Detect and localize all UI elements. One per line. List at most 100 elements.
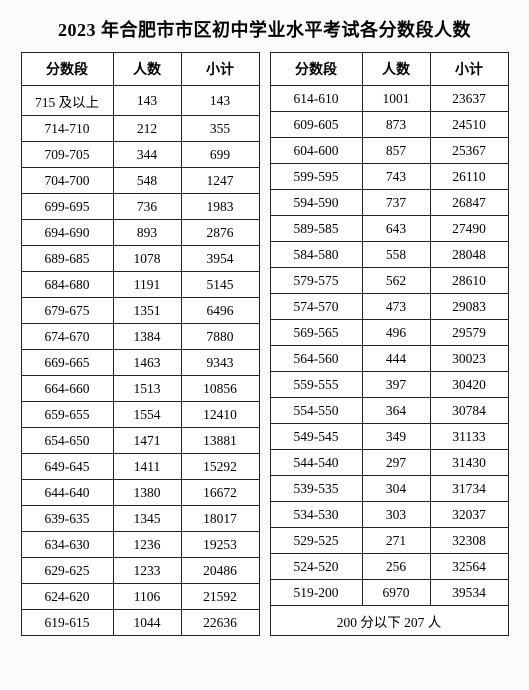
- table-header-row: 分数段 人数 小计: [21, 53, 259, 86]
- cell-subtotal: 26110: [430, 164, 508, 190]
- page: 2023 年合肥市市区初中学业水平考试各分数段人数 分数段 人数 小计 715 …: [0, 0, 529, 690]
- cell-range: 544-540: [270, 450, 362, 476]
- cell-count: 737: [362, 190, 430, 216]
- cell-count: 397: [362, 372, 430, 398]
- cell-subtotal: 32308: [430, 528, 508, 554]
- cell-count: 873: [362, 112, 430, 138]
- cell-range: 564-560: [270, 346, 362, 372]
- cell-subtotal: 27490: [430, 216, 508, 242]
- cell-count: 473: [362, 294, 430, 320]
- cell-range: 689-685: [21, 246, 113, 272]
- header-count: 人数: [362, 53, 430, 86]
- table-row: 559-55539730420: [270, 372, 508, 398]
- cell-range: 594-590: [270, 190, 362, 216]
- table-row: 539-53530431734: [270, 476, 508, 502]
- cell-count: 496: [362, 320, 430, 346]
- cell-range: 704-700: [21, 168, 113, 194]
- cell-range: 524-520: [270, 554, 362, 580]
- table-row: 659-655155412410: [21, 402, 259, 428]
- cell-range: 694-690: [21, 220, 113, 246]
- cell-count: 1345: [113, 506, 181, 532]
- table-row: 715 及以上143143: [21, 86, 259, 116]
- cell-subtotal: 2876: [181, 220, 259, 246]
- cell-range: 714-710: [21, 116, 113, 142]
- table-row: 609-60587324510: [270, 112, 508, 138]
- cell-range: 579-575: [270, 268, 362, 294]
- table-row: 519-200697039534: [270, 580, 508, 606]
- cell-range: 649-645: [21, 454, 113, 480]
- table-row: 634-630123619253: [21, 532, 259, 558]
- score-table-left: 分数段 人数 小计 715 及以上143143714-710212355709-…: [21, 52, 260, 636]
- cell-subtotal: 13881: [181, 428, 259, 454]
- cell-subtotal: 29579: [430, 320, 508, 346]
- cell-count: 1513: [113, 376, 181, 402]
- cell-range: 715 及以上: [21, 86, 113, 116]
- cell-range: 534-530: [270, 502, 362, 528]
- cell-subtotal: 30420: [430, 372, 508, 398]
- header-range: 分数段: [21, 53, 113, 86]
- cell-count: 297: [362, 450, 430, 476]
- cell-range: 639-635: [21, 506, 113, 532]
- cell-range: 614-610: [270, 86, 362, 112]
- cell-subtotal: 15292: [181, 454, 259, 480]
- cell-subtotal: 39534: [430, 580, 508, 606]
- cell-count: 143: [113, 86, 181, 116]
- cell-count: 1106: [113, 584, 181, 610]
- table-row: 649-645141115292: [21, 454, 259, 480]
- table-row: 614-610100123637: [270, 86, 508, 112]
- cell-range: 634-630: [21, 532, 113, 558]
- cell-count: 1384: [113, 324, 181, 350]
- cell-count: 1191: [113, 272, 181, 298]
- cell-count: 743: [362, 164, 430, 190]
- cell-range: 519-200: [270, 580, 362, 606]
- footnote-text: 200 分以下 207 人: [270, 606, 508, 636]
- cell-count: 349: [362, 424, 430, 450]
- cell-count: 1236: [113, 532, 181, 558]
- cell-range: 574-570: [270, 294, 362, 320]
- cell-subtotal: 1983: [181, 194, 259, 220]
- cell-subtotal: 16672: [181, 480, 259, 506]
- table-row: 694-6908932876: [21, 220, 259, 246]
- page-title: 2023 年合肥市市区初中学业水平考试各分数段人数: [12, 16, 517, 42]
- header-subtotal: 小计: [181, 53, 259, 86]
- table-row: 594-59073726847: [270, 190, 508, 216]
- footnote-row: 200 分以下 207 人: [270, 606, 508, 636]
- cell-count: 1463: [113, 350, 181, 376]
- tables-container: 分数段 人数 小计 715 及以上143143714-710212355709-…: [12, 52, 517, 636]
- table-row: 589-58564327490: [270, 216, 508, 242]
- table-row: 549-54534931133: [270, 424, 508, 450]
- cell-subtotal: 21592: [181, 584, 259, 610]
- cell-subtotal: 19253: [181, 532, 259, 558]
- cell-range: 554-550: [270, 398, 362, 424]
- table-row: 714-710212355: [21, 116, 259, 142]
- cell-subtotal: 23637: [430, 86, 508, 112]
- cell-count: 1001: [362, 86, 430, 112]
- cell-range: 584-580: [270, 242, 362, 268]
- cell-subtotal: 143: [181, 86, 259, 116]
- cell-count: 303: [362, 502, 430, 528]
- cell-range: 644-640: [21, 480, 113, 506]
- cell-count: 562: [362, 268, 430, 294]
- cell-range: 539-535: [270, 476, 362, 502]
- cell-count: 6970: [362, 580, 430, 606]
- cell-subtotal: 6496: [181, 298, 259, 324]
- table-row: 704-7005481247: [21, 168, 259, 194]
- cell-count: 857: [362, 138, 430, 164]
- cell-subtotal: 25367: [430, 138, 508, 164]
- cell-subtotal: 31734: [430, 476, 508, 502]
- cell-count: 256: [362, 554, 430, 580]
- table-row: 524-52025632564: [270, 554, 508, 580]
- cell-range: 624-620: [21, 584, 113, 610]
- table-row: 554-55036430784: [270, 398, 508, 424]
- cell-count: 1380: [113, 480, 181, 506]
- cell-subtotal: 3954: [181, 246, 259, 272]
- cell-subtotal: 26847: [430, 190, 508, 216]
- header-range: 分数段: [270, 53, 362, 86]
- cell-count: 643: [362, 216, 430, 242]
- cell-count: 271: [362, 528, 430, 554]
- cell-subtotal: 24510: [430, 112, 508, 138]
- cell-subtotal: 31133: [430, 424, 508, 450]
- table-row: 574-57047329083: [270, 294, 508, 320]
- cell-range: 664-660: [21, 376, 113, 402]
- cell-subtotal: 32037: [430, 502, 508, 528]
